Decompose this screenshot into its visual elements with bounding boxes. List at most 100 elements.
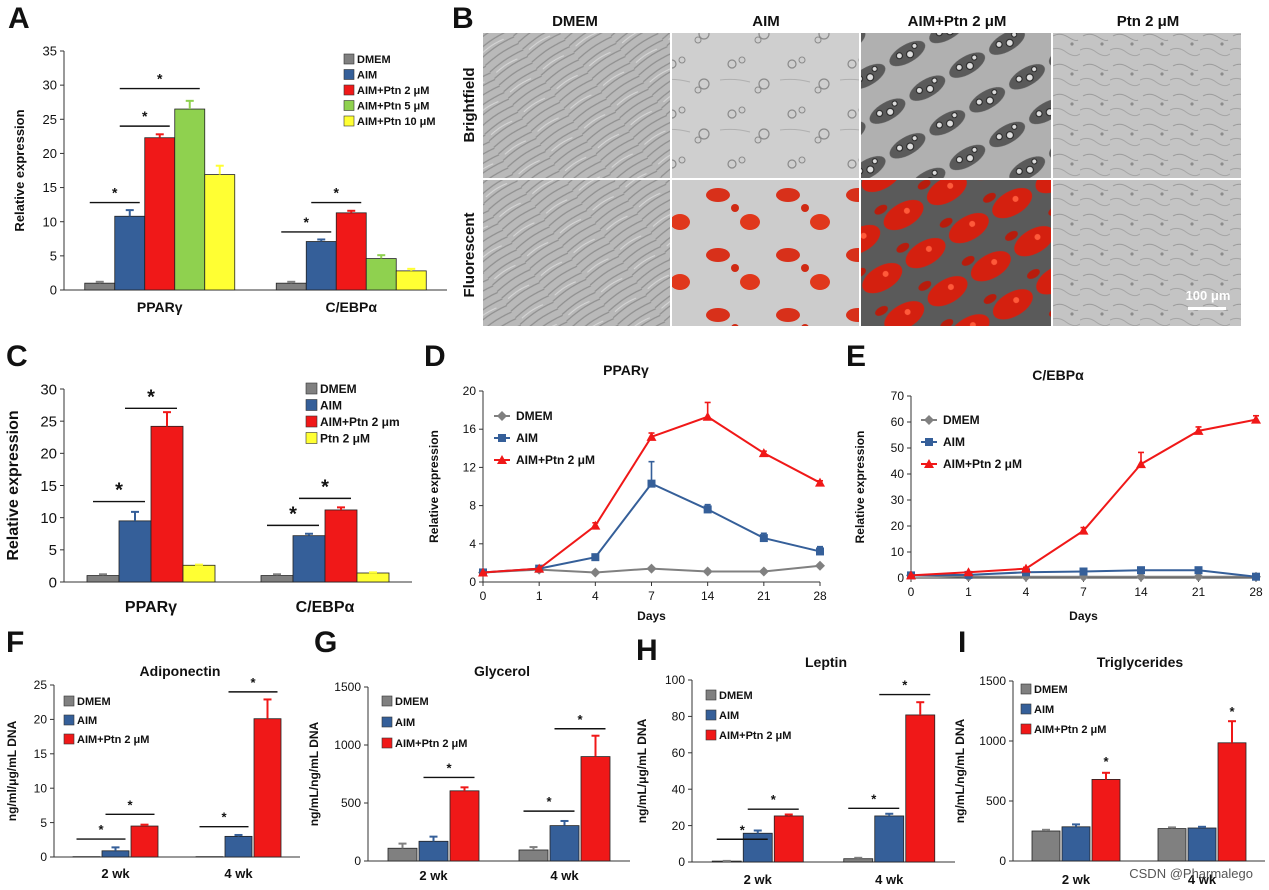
micro-col-header: DMEM — [552, 13, 598, 30]
legend-marker — [924, 415, 934, 425]
significance-star: * — [771, 792, 777, 807]
y-tick-label: 10 — [43, 214, 57, 229]
y-tick-label: 15 — [40, 478, 57, 495]
legend-label: AIM+Ptn 2 μM — [77, 734, 149, 746]
category-label: 2 wk — [101, 866, 130, 881]
legend-label: DMEM — [395, 696, 429, 708]
bar — [418, 840, 449, 862]
micrograph-aim-ptn2-fluorescent — [861, 180, 1051, 326]
data-point — [1079, 567, 1088, 576]
panel-letter-h: H — [636, 634, 658, 667]
category-label: 4 wk — [875, 872, 904, 887]
data-point — [1252, 572, 1260, 581]
bar — [742, 832, 773, 863]
data-point — [1194, 566, 1203, 575]
x-tick-label: 1 — [536, 589, 543, 603]
bar — [1031, 830, 1061, 862]
legend-swatch — [305, 382, 318, 395]
significance-star: * — [127, 797, 133, 812]
y-tick-label: 25 — [34, 678, 48, 692]
significance-star: * — [446, 760, 452, 775]
bar — [1187, 827, 1217, 862]
y-tick-label: 500 — [341, 796, 361, 810]
bar — [86, 575, 120, 583]
y-tick-label: 0 — [40, 850, 47, 864]
legend-label: AIM — [77, 715, 97, 727]
y-tick-label: 5 — [50, 248, 57, 263]
micro-col-header: AIM+Ptn 2 μM — [908, 13, 1007, 30]
y-tick-label: 4 — [469, 537, 476, 551]
y-tick-label: 100 — [665, 673, 685, 687]
bar — [1091, 779, 1121, 862]
data-point — [906, 570, 916, 580]
legend-label: DMEM — [1034, 684, 1068, 696]
bar — [292, 535, 326, 583]
y-tick-label: 1500 — [334, 680, 361, 694]
y-tick-label: 0 — [678, 855, 685, 869]
panel-letter-b: B — [452, 2, 474, 35]
y-tick-label: 5 — [40, 816, 47, 830]
legend-swatch — [705, 709, 717, 721]
data-point — [1021, 563, 1031, 573]
legend-swatch — [381, 695, 393, 707]
x-tick-label: 7 — [648, 589, 655, 603]
significance-star: * — [147, 386, 155, 408]
y-tick-label: 8 — [469, 499, 476, 513]
panel-letter-f: F — [6, 626, 24, 659]
y-tick-label: 10 — [40, 510, 57, 527]
chart-a-expression-dose: 0 5 10 15 20 25 30 35 Relative expression PPARγ C/… — [12, 44, 447, 315]
y-tick-label: 35 — [43, 44, 57, 59]
x-tick-label: 21 — [1192, 585, 1206, 599]
legend-swatch — [343, 69, 355, 80]
bar — [365, 258, 397, 291]
y-tick-label: 1000 — [979, 734, 1006, 748]
legend-label: AIM+Ptn 2 μM — [516, 453, 595, 467]
legend-label: AIM+Ptn 2 μM — [395, 738, 467, 750]
y-tick-label: 20 — [43, 146, 57, 161]
y-tick-label: 70 — [891, 389, 905, 403]
data-point — [646, 563, 657, 574]
legend-label: AIM — [395, 717, 415, 729]
y-tick-label: 40 — [891, 467, 905, 481]
y-tick-label: 0 — [897, 571, 904, 585]
chart-title: Triglycerides — [1097, 654, 1184, 670]
legend-label: AIM — [320, 399, 342, 413]
y-axis-label: Relative expression — [427, 430, 441, 543]
legend-label: AIM — [357, 70, 377, 82]
panel-letter-a: A — [8, 2, 30, 35]
data-point — [1251, 414, 1261, 424]
bar — [1217, 742, 1247, 862]
category-label: 2 wk — [1062, 872, 1091, 887]
data-point — [590, 520, 601, 530]
y-tick-label: 20 — [34, 713, 48, 727]
data-point — [1193, 425, 1204, 435]
bar — [253, 718, 282, 858]
x-axis-label: Days — [637, 609, 666, 623]
significance-star: * — [142, 108, 148, 124]
micrograph-aim-fluorescent — [672, 180, 859, 326]
data-point — [703, 505, 712, 514]
chart-title: PPARγ — [603, 362, 649, 378]
data-point — [759, 534, 768, 543]
legend-swatch — [1020, 723, 1032, 735]
data-point — [758, 566, 769, 577]
significance-star: * — [250, 675, 256, 690]
bar — [150, 425, 184, 583]
x-tick-label: 21 — [757, 589, 771, 603]
data-point — [590, 567, 601, 578]
x-tick-label: 1 — [965, 585, 972, 599]
chart-title: Adiponectin — [140, 663, 221, 679]
category-label: 2 wk — [419, 868, 448, 883]
bar — [449, 790, 480, 862]
panel-letter-i: I — [958, 626, 966, 659]
data-point — [963, 567, 974, 577]
data-point — [815, 477, 825, 487]
y-tick-label: 0 — [354, 854, 361, 868]
data-point — [1136, 459, 1146, 469]
y-tick-label: 50 — [891, 441, 905, 455]
x-tick-label: 4 — [1023, 585, 1030, 599]
significance-star: * — [577, 712, 583, 727]
micro-row-label: Brightfield — [461, 68, 478, 143]
bar — [305, 241, 337, 291]
y-axis-label: Relative expression — [12, 109, 27, 231]
